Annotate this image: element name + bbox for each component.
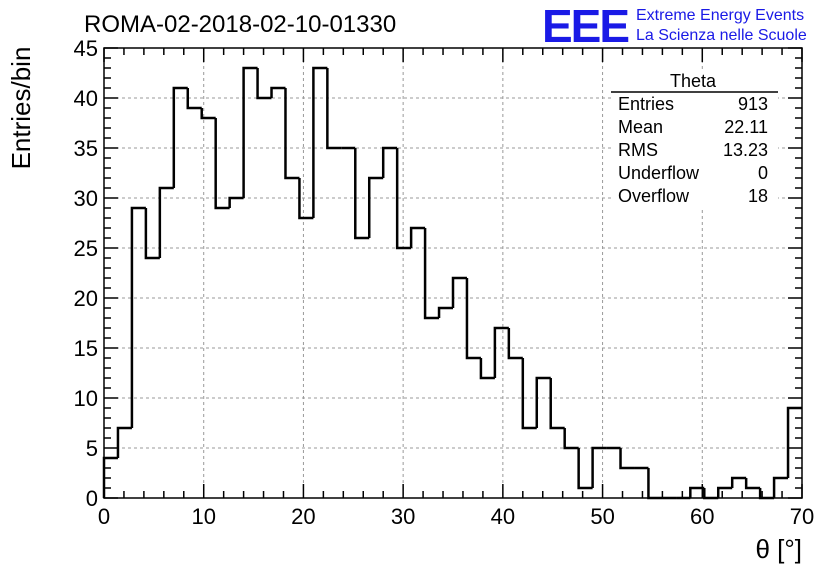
histogram-bin [479, 358, 495, 380]
x-tick-label: 40 [491, 504, 515, 529]
histogram-bin [772, 476, 789, 498]
y-tick-label: 40 [74, 86, 98, 111]
y-tick-label: 25 [74, 236, 98, 261]
histogram-bin [437, 306, 453, 318]
histogram-bin [284, 88, 300, 180]
stats-title: Theta [670, 71, 717, 91]
histogram-bin [354, 148, 370, 240]
y-tick-label: 15 [74, 336, 98, 361]
tick-labels: 0 10 20 30 40 50 60 70 0 5 10 15 20 25 30 35 40 45 [74, 36, 815, 529]
histogram-bin [242, 66, 258, 198]
histogram-bin [689, 486, 705, 498]
y-tick-label: 10 [74, 386, 98, 411]
stats-label-overflow: Overflow [618, 186, 690, 206]
histogram-bin [312, 66, 328, 218]
chart-title: ROMA-02-2018-02-10-01330 [84, 11, 396, 38]
histogram-bin [521, 358, 537, 430]
stats-value-overflow: 18 [748, 186, 768, 206]
histogram-bin [395, 148, 412, 250]
x-axis-title: θ [°] [755, 534, 802, 564]
y-tick-label: 45 [74, 36, 98, 61]
histogram-bin [214, 118, 230, 210]
histogram-bin [577, 448, 593, 490]
histogram-bin [716, 486, 733, 498]
histogram-bin [591, 446, 607, 488]
axis-ticks [103, 47, 803, 499]
histogram-bin [409, 226, 426, 248]
logo-line-1: Extreme Energy Events [636, 7, 804, 24]
stats-box-background [612, 72, 778, 210]
histogram-bin [493, 326, 509, 378]
y-axis-title: Entries/bin [6, 47, 36, 170]
stats-box: Theta Entries 913 Mean 22.11 RMS 13.23 U… [611, 71, 778, 210]
stats-label-entries: Entries [618, 94, 674, 114]
histogram-bin [116, 426, 132, 458]
histogram-bin [703, 488, 719, 500]
histogram-bin [647, 468, 663, 500]
histogram-bin [451, 276, 467, 308]
stats-label-mean: Mean [618, 117, 663, 137]
histogram-bin [507, 328, 523, 360]
histogram-bin [256, 68, 272, 100]
stats-value-entries: 913 [738, 94, 768, 114]
stats-label-rms: RMS [618, 140, 658, 160]
x-tick-label: 20 [291, 504, 315, 529]
x-tick-label: 50 [590, 504, 614, 529]
histogram-bin [465, 278, 481, 360]
stats-label-underflow: Underflow [618, 163, 700, 183]
x-tick-label: 10 [191, 504, 215, 529]
plot-frame [103, 47, 803, 499]
y-tick-label: 5 [86, 436, 98, 461]
histogram-bin [549, 378, 565, 430]
histogram-bin [144, 208, 160, 260]
histogram-bin [619, 448, 635, 470]
histogram-bin [423, 228, 440, 320]
x-tick-label: 60 [690, 504, 714, 529]
histogram-bin [270, 86, 286, 98]
histogram-bin [326, 68, 342, 150]
y-tick-label: 20 [74, 286, 98, 311]
stats-value-underflow: 0 [758, 163, 768, 183]
x-tick-label: 70 [790, 504, 814, 529]
histogram-bin [535, 376, 551, 428]
y-tick-label: 0 [86, 486, 98, 511]
y-tick-label: 30 [74, 186, 98, 211]
histogram-bin [381, 146, 398, 178]
logo-line-2: La Scienza nelle Scuole [636, 27, 807, 44]
histogram-bin [744, 478, 761, 490]
x-tick-label: 30 [391, 504, 415, 529]
logo-mark: EEE [542, 0, 628, 52]
histogram-bin [186, 88, 202, 110]
histogram-bin [563, 428, 579, 450]
x-tick-label: 0 [98, 504, 110, 529]
y-tick-label: 35 [74, 136, 98, 161]
histogram-bin [298, 178, 314, 220]
eee-logo: EEE Extreme Energy Events La Scienza nel… [542, 0, 807, 52]
stats-value-mean: 22.11 [724, 117, 768, 137]
histogram-bin [158, 186, 174, 258]
histogram-bin [172, 86, 188, 188]
histogram-bin [730, 476, 747, 488]
stats-value-rms: 13.23 [723, 140, 768, 160]
plot-border [103, 47, 803, 499]
histogram-bin [228, 196, 244, 208]
histogram-bin [130, 206, 146, 428]
histogram-bin [367, 176, 384, 238]
histogram-bin [200, 108, 216, 120]
